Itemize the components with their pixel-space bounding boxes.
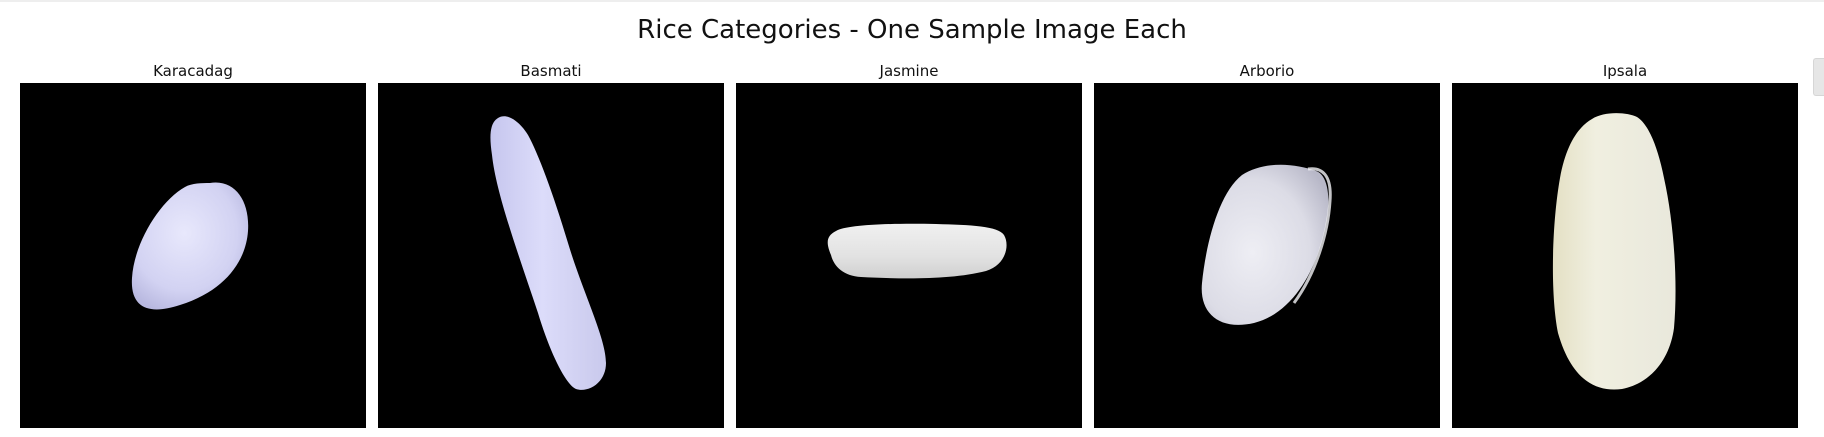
rice-grain-arborio [1201, 164, 1332, 325]
figure-title: Rice Categories - One Sample Image Each [637, 15, 1187, 45]
scrollbar-handle[interactable] [1813, 58, 1824, 96]
panel-title: Basmati [520, 62, 582, 80]
rice-image-basmati [378, 83, 724, 428]
rice-image-karacadag [20, 83, 366, 428]
panel-arborio: Arborio [1094, 60, 1440, 428]
rice-grain-jasmine [827, 223, 1007, 279]
rice-grain-ipsala [1552, 113, 1676, 390]
rice-image-jasmine [736, 83, 1082, 428]
rice-grain-karacadag [131, 182, 249, 310]
panel-title: Arborio [1239, 62, 1295, 80]
panel-title: Ipsala [1602, 62, 1648, 80]
rice-image-arborio [1094, 83, 1440, 428]
top-edge [0, 0, 1824, 2]
rice-image-ipsala [1452, 83, 1798, 428]
panel-jasmine: Jasmine [736, 60, 1082, 428]
panel-title: Jasmine [879, 62, 939, 80]
panel-karacadag: Karacadag [20, 60, 366, 428]
panel-ipsala: Ipsala [1452, 60, 1798, 428]
panel-basmati: Basmati [378, 60, 724, 428]
panel-title: Karacadag [153, 62, 233, 80]
rice-grain-basmati [490, 116, 606, 390]
